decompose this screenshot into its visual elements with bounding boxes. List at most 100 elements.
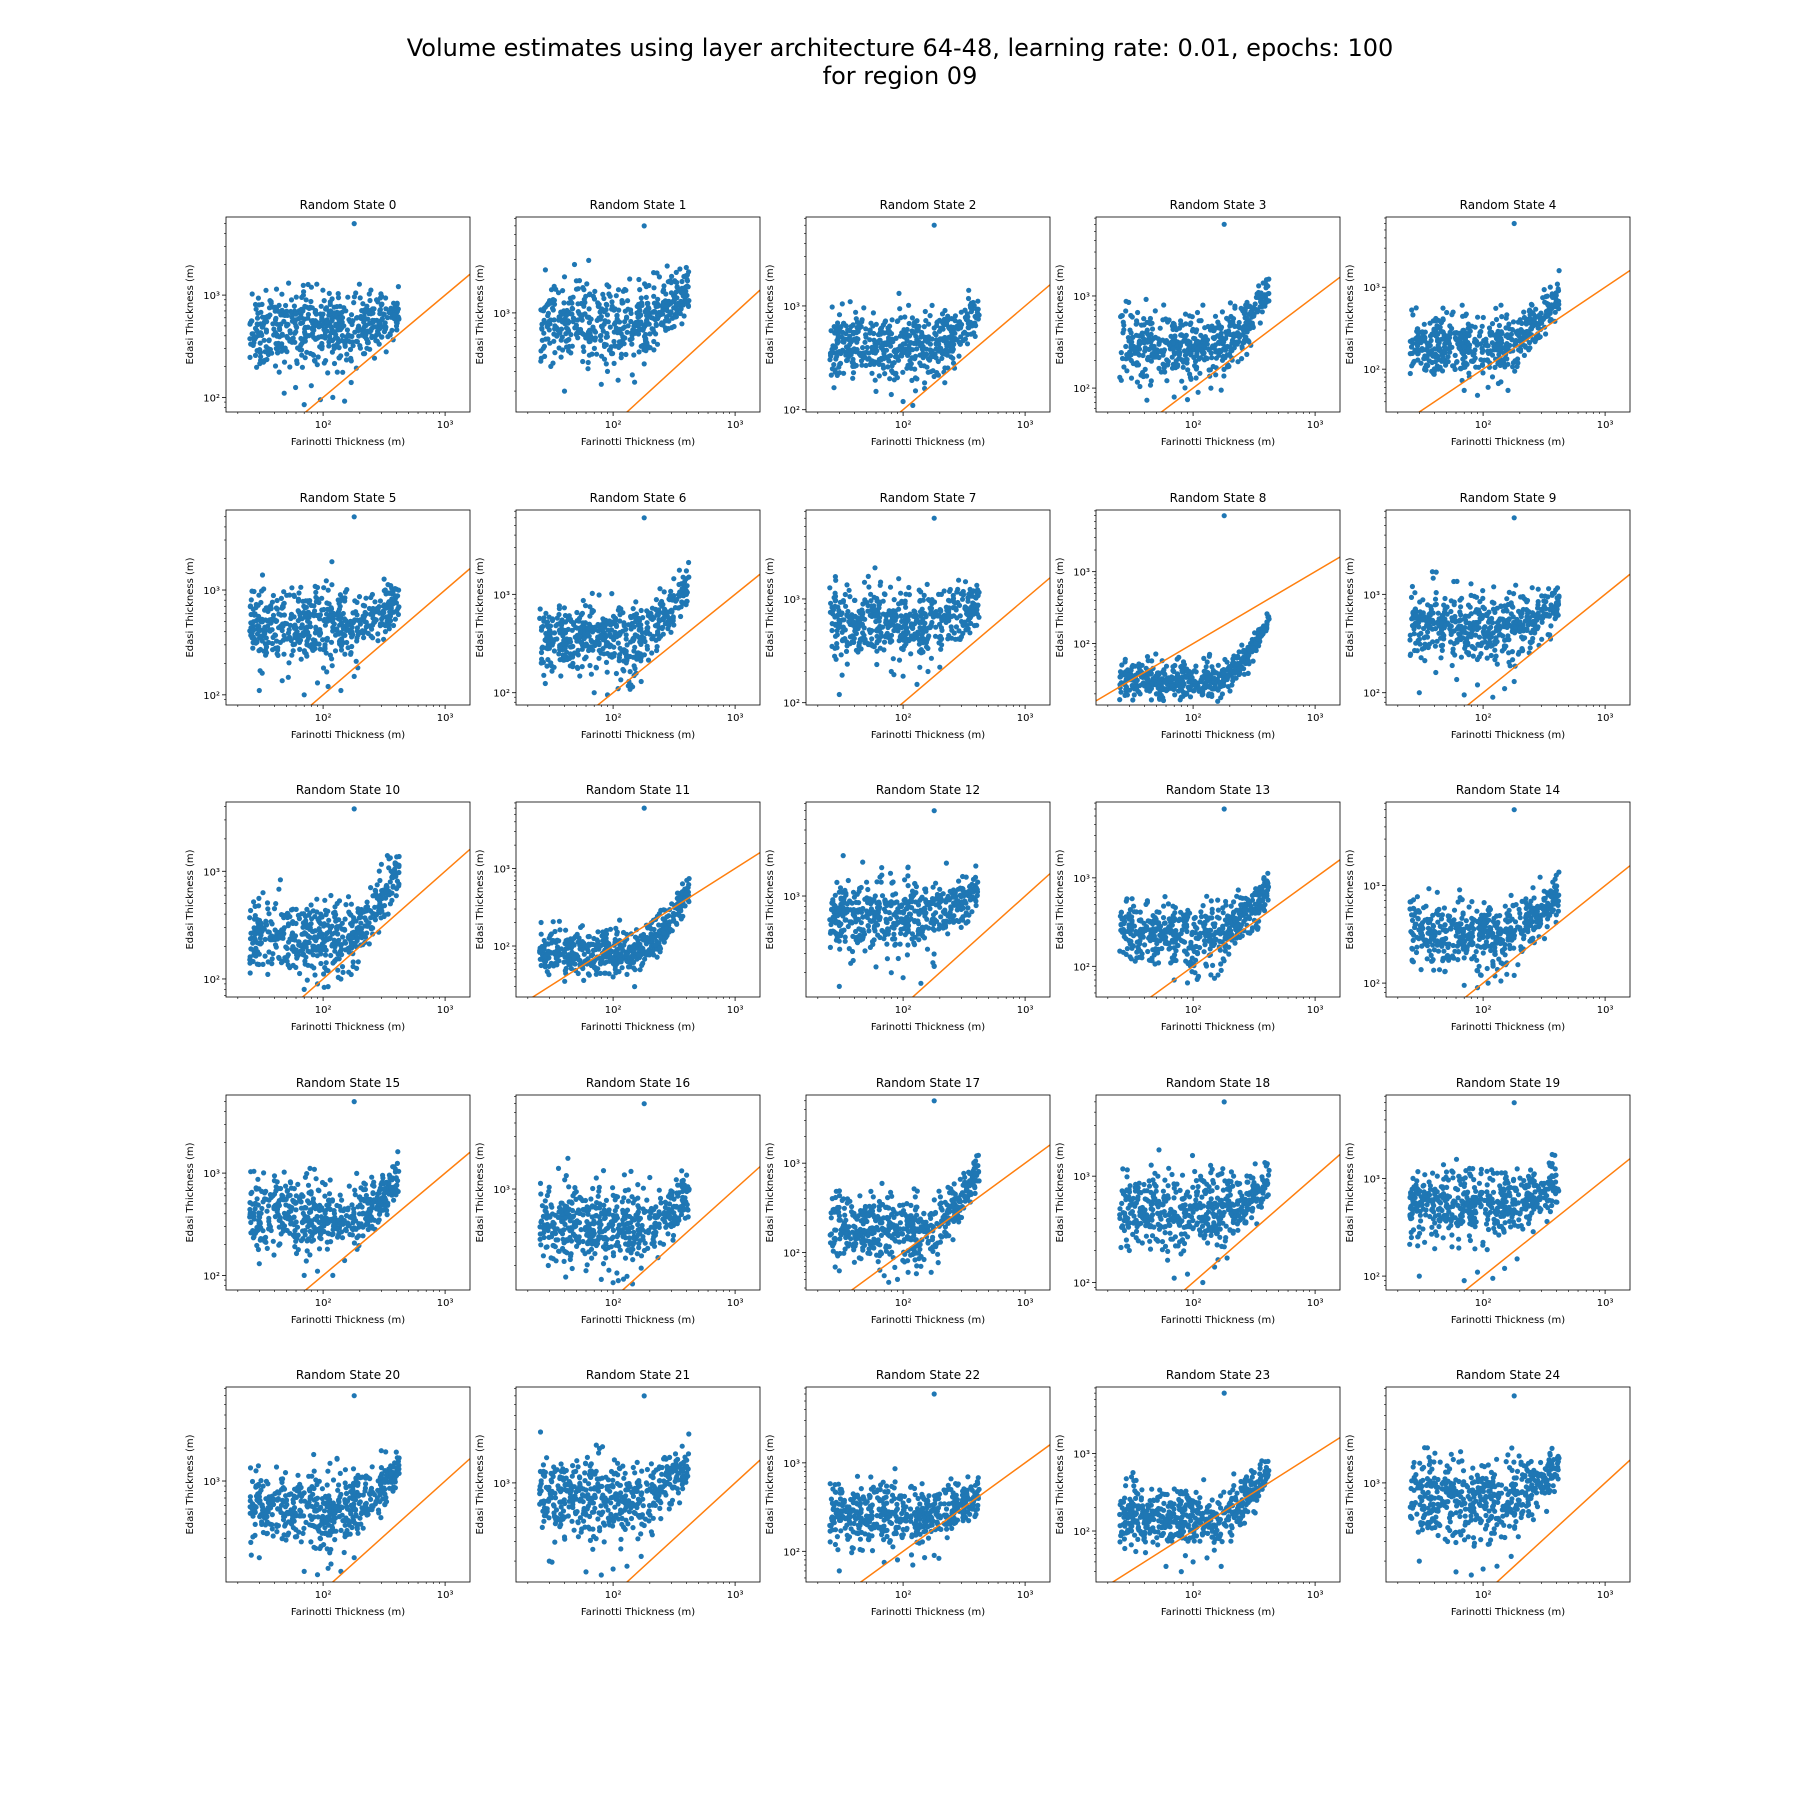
scatter-point bbox=[1239, 356, 1245, 362]
scatter-point bbox=[621, 668, 627, 674]
scatter-point bbox=[1509, 327, 1515, 333]
scatter-point bbox=[341, 323, 347, 329]
scatter-point bbox=[1553, 296, 1559, 303]
scatter-point bbox=[624, 642, 630, 648]
scatter-point bbox=[683, 298, 689, 305]
scatter-point bbox=[615, 640, 621, 646]
scatter-point bbox=[582, 656, 588, 662]
scatter-point bbox=[351, 294, 357, 300]
scatter-point bbox=[363, 308, 369, 314]
scatter-point bbox=[1145, 354, 1151, 360]
scatter-point bbox=[644, 310, 651, 316]
scatter-point bbox=[660, 302, 667, 308]
scatter-point bbox=[342, 398, 348, 404]
scatter-point bbox=[914, 616, 920, 623]
scatter-point bbox=[584, 631, 590, 637]
scatter-point bbox=[329, 559, 335, 565]
scatter-point bbox=[586, 647, 592, 654]
scatter-point bbox=[674, 307, 680, 313]
scatter-point bbox=[901, 643, 908, 649]
scatter-point bbox=[1438, 320, 1444, 326]
scatter-point bbox=[381, 576, 387, 582]
scatter-point bbox=[1476, 364, 1482, 370]
y-tick-label: 10² bbox=[1073, 384, 1090, 395]
scatter-point bbox=[1197, 370, 1203, 376]
scatter-point bbox=[1452, 352, 1458, 358]
scatter-point bbox=[1138, 322, 1145, 328]
scatter-point bbox=[1524, 328, 1530, 335]
scatter-point bbox=[599, 353, 605, 359]
scatter-point bbox=[395, 605, 401, 611]
scatter-point bbox=[561, 388, 568, 394]
scatter-point bbox=[304, 624, 310, 630]
scatter-point bbox=[881, 348, 887, 354]
scatter-point bbox=[1481, 337, 1487, 344]
scatter-point bbox=[1209, 345, 1215, 351]
scatter-point bbox=[669, 615, 675, 621]
scatter-point bbox=[384, 315, 391, 321]
scatter-point bbox=[322, 622, 328, 628]
scatter-point bbox=[604, 650, 611, 657]
scatter-point bbox=[545, 657, 551, 663]
scatter-point bbox=[923, 644, 930, 650]
plot-area bbox=[1407, 220, 1630, 412]
scatter-point bbox=[269, 599, 275, 605]
scatter-point bbox=[944, 605, 950, 612]
scatter-point bbox=[879, 633, 885, 639]
scatter-point bbox=[1202, 334, 1208, 340]
scatter-point bbox=[249, 291, 255, 297]
scatter-point bbox=[1126, 299, 1132, 305]
scatter-point bbox=[379, 317, 385, 323]
scatter-point bbox=[954, 615, 960, 621]
scatter-point bbox=[323, 358, 329, 364]
scatter-point bbox=[349, 321, 355, 328]
scatter-point bbox=[887, 612, 893, 618]
scatter-point bbox=[607, 293, 613, 299]
scatter-point bbox=[382, 326, 388, 332]
scatter-point bbox=[356, 281, 362, 287]
scatter-point bbox=[387, 609, 393, 615]
scatter-point bbox=[325, 587, 331, 593]
scatter-point bbox=[1227, 300, 1233, 306]
scatter-point bbox=[1144, 675, 1150, 681]
scatter-point bbox=[923, 318, 929, 324]
subplot-title: Random State 8 bbox=[1170, 491, 1267, 505]
scatter-point bbox=[1227, 688, 1233, 694]
identity-line bbox=[625, 289, 760, 412]
scatter-point bbox=[949, 332, 955, 338]
scatter-point bbox=[1221, 373, 1227, 379]
scatter-point bbox=[618, 677, 624, 683]
scatter-point bbox=[1221, 339, 1227, 345]
scatter-point bbox=[1182, 385, 1188, 391]
scatter-point bbox=[658, 321, 665, 328]
scatter-point bbox=[921, 324, 927, 330]
scatter-point bbox=[1509, 337, 1515, 343]
scatter-point bbox=[1212, 313, 1219, 319]
scatter-point bbox=[1454, 359, 1460, 365]
scatter-point bbox=[1249, 305, 1255, 311]
scatter-point bbox=[1158, 369, 1164, 375]
scatter-point bbox=[965, 325, 971, 331]
scatter-point bbox=[360, 351, 367, 357]
scatter-point bbox=[853, 309, 859, 315]
scatter-point bbox=[907, 637, 913, 643]
scatter-point bbox=[290, 335, 296, 341]
scatter-point bbox=[1458, 333, 1464, 339]
scatter-point bbox=[313, 307, 319, 314]
scatter-point bbox=[681, 313, 687, 319]
scatter-point bbox=[248, 341, 254, 347]
scatter-point bbox=[580, 285, 586, 291]
scatter-point bbox=[370, 306, 376, 312]
scatter-point bbox=[906, 584, 912, 591]
scatter-point bbox=[903, 604, 909, 610]
scatter-point bbox=[1499, 340, 1505, 346]
scatter-point bbox=[1215, 348, 1221, 354]
scatter-point bbox=[320, 665, 327, 671]
subplot-title: Random State 2 bbox=[880, 198, 977, 212]
scatter-point bbox=[1489, 374, 1496, 380]
scatter-point bbox=[590, 608, 597, 614]
scatter-point bbox=[579, 610, 586, 617]
scatter-point bbox=[263, 605, 269, 611]
scatter-point bbox=[1160, 337, 1166, 343]
scatter-point bbox=[344, 351, 350, 357]
